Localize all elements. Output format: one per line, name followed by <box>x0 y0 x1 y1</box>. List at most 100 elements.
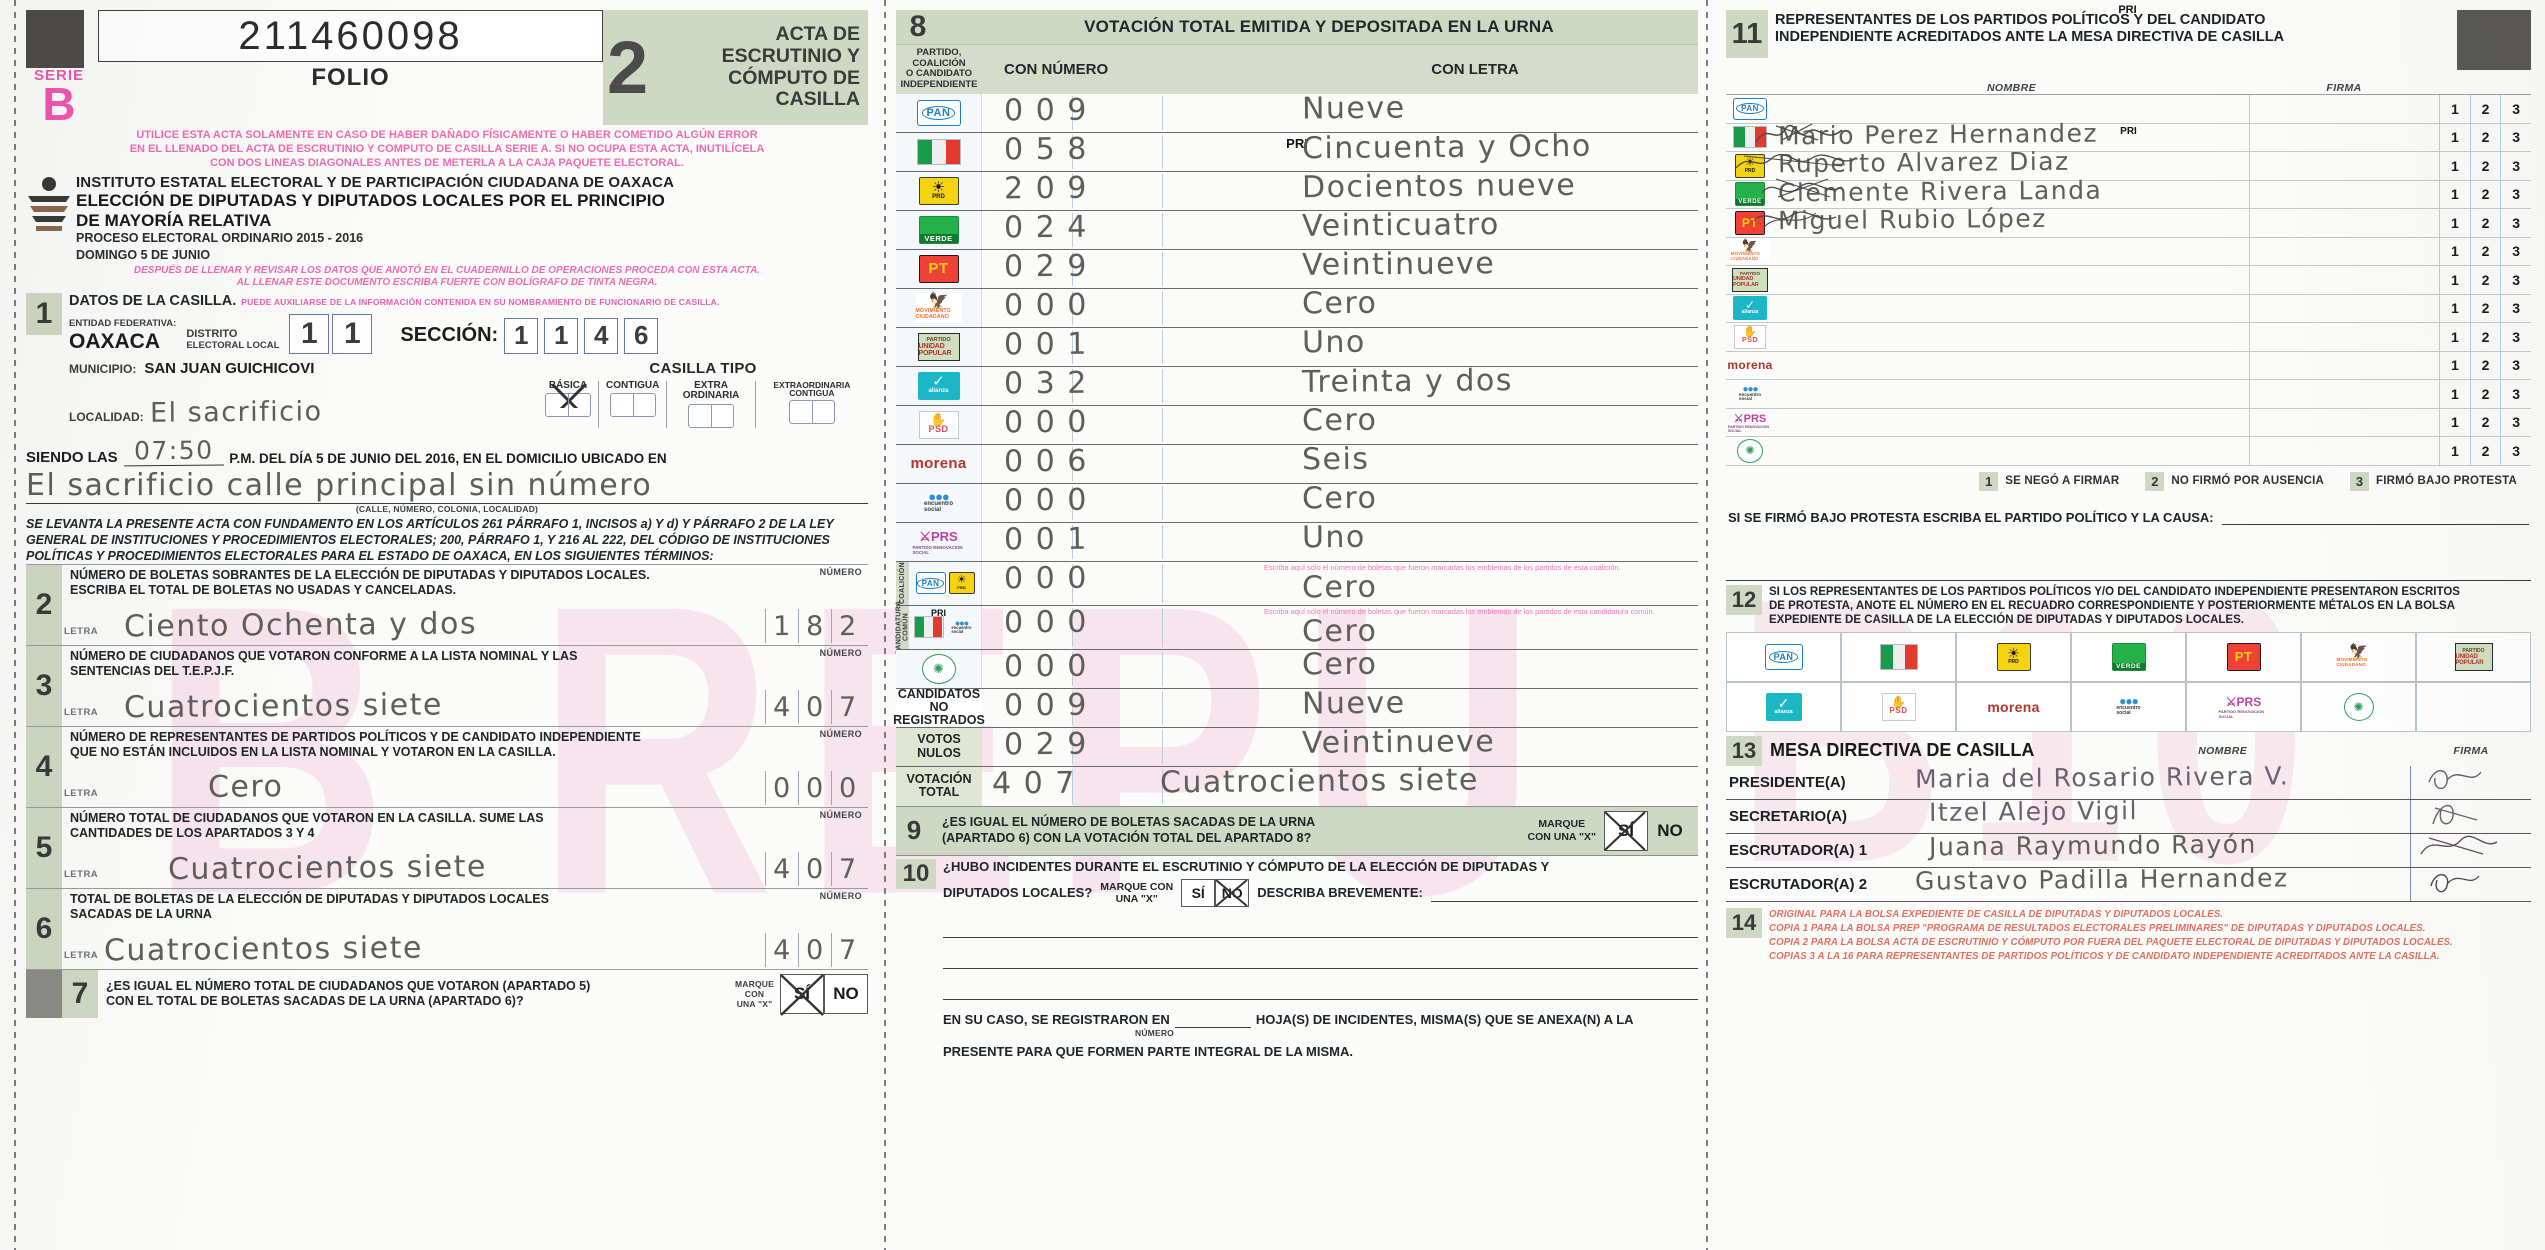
rep-firma-prd[interactable] <box>1735 152 2439 180</box>
protest-box-prd[interactable]: ☀ PRD <box>1956 631 2071 682</box>
mark-2[interactable]: 2 <box>2469 123 2501 151</box>
mark-3[interactable]: 3 <box>2500 408 2531 436</box>
vote-letra-pri[interactable]: Cincuenta y Ocho <box>1301 128 1592 166</box>
section-7-no-option[interactable]: NO <box>824 974 868 1015</box>
vote-numero-prd[interactable]: 2 0 9 <box>1003 170 1088 206</box>
vote-letra-nulos[interactable]: Veintinueve <box>1301 723 1496 761</box>
mark-1[interactable]: 1 <box>2439 266 2470 294</box>
vote-numero-psd[interactable]: 0 0 0 <box>1003 404 1088 440</box>
vote-letra-coalition-pan-prd[interactable]: Cero <box>1301 569 1378 605</box>
mark-1[interactable]: 1 <box>2439 437 2470 465</box>
vote-letra-prd[interactable]: Docientos nueve <box>1301 167 1577 205</box>
mark-2[interactable]: 2 <box>2469 209 2501 237</box>
section-7-si-option[interactable]: SÍ <box>780 974 824 1017</box>
rep-firma-na[interactable] <box>2249 294 2439 322</box>
rep-marks-psd[interactable]: 1 2 3 <box>2439 323 2531 351</box>
mark-3[interactable]: 3 <box>2500 266 2531 294</box>
rep-marks-mc[interactable]: 1 2 3 <box>2439 237 2531 265</box>
mark-2[interactable]: 2 <box>2469 294 2501 322</box>
mark-2[interactable]: 2 <box>2469 237 2501 265</box>
protest-box-morena[interactable]: morena <box>1956 681 2071 732</box>
protest-box-pri[interactable]: PRI <box>1841 4 2137 682</box>
section-10-answer[interactable]: SÍ NO <box>1181 879 1250 908</box>
distrito-digits[interactable]: 1 1 <box>289 313 373 354</box>
seccion-digit-2[interactable]: 4 <box>584 317 619 354</box>
mesa-firma-secretario[interactable] <box>2411 800 2531 833</box>
vote-numero-coalition-pan-prd[interactable]: 0 0 0 <box>1003 560 1088 596</box>
table-row[interactable]: VERDE Clemente Rivera Landa 1 2 3 <box>1726 175 2531 209</box>
casilla-tipo-contigua[interactable]: CONTIGUA <box>599 380 668 428</box>
vote-numero-mc[interactable]: 0 0 0 <box>1003 287 1088 323</box>
incident-line-3[interactable] <box>943 969 1698 1001</box>
vote-letra-mc[interactable]: Cero <box>1301 285 1378 321</box>
rep-marks-verde[interactable]: 1 2 3 <box>2439 180 2531 208</box>
mark-2[interactable]: 2 <box>2469 437 2501 465</box>
protest-field[interactable] <box>2221 507 2529 525</box>
protest-box-encuentro-social[interactable]: ●●● encuentro social <box>2071 681 2186 732</box>
rep-firma-pup[interactable] <box>2249 266 2439 294</box>
vote-letra-psd[interactable]: Cero <box>1301 402 1378 438</box>
mark-2[interactable]: 2 <box>2469 351 2501 379</box>
section-12-party-boxes-row1[interactable]: PAN PRI ☀ PRD VERDE PT 🦅 MOVIMIENTO CIUDAD… <box>1726 4 2531 682</box>
distrito-digit-0[interactable]: 1 <box>289 313 330 354</box>
mark-2[interactable]: 2 <box>2469 266 2501 294</box>
mesa-name-escrutador-2[interactable]: Gustavo Padilla Hernandez <box>1914 862 2289 896</box>
rep-firma-pt[interactable] <box>1753 209 2439 237</box>
vote-letra-common-pri-es[interactable]: Cero <box>1301 613 1378 649</box>
question-3-digits[interactable]: 4 0 7 <box>765 690 864 725</box>
table-row[interactable]: SECRETARIO(A) Itzel Alejo Vigil <box>1726 796 2531 834</box>
section-10-si-option[interactable]: SÍ <box>1181 879 1216 908</box>
question-4-digits[interactable]: 0 0 0 <box>765 771 864 806</box>
vote-numero-pan[interactable]: 0 0 9 <box>1003 92 1088 128</box>
mark-1[interactable]: 1 <box>2439 95 2470 123</box>
mark-1[interactable]: 1 <box>2439 294 2470 322</box>
mark-2[interactable]: 2 <box>2469 380 2501 408</box>
mark-1[interactable]: 1 <box>2439 237 2470 265</box>
rep-marks-es[interactable]: 1 2 3 <box>2439 380 2531 408</box>
rep-firma-morena[interactable] <box>2249 351 2439 379</box>
casilla-tipo-extra-contigua-box[interactable] <box>788 400 835 425</box>
seccion-digit-0[interactable]: 1 <box>504 317 539 354</box>
vote-letra-pan[interactable]: Nueve <box>1301 90 1406 126</box>
mark-1[interactable]: 1 <box>2439 209 2470 237</box>
protest-box-pt[interactable]: PT <box>2186 631 2301 682</box>
table-row[interactable]: ✺ 1 2 3 <box>1726 437 2531 466</box>
protest-box-pan[interactable]: PAN <box>1726 631 1841 682</box>
section-12-party-boxes-row2[interactable]: ✓ alianza ✋ PSD morena ●●● encuentro social … <box>1726 681 2531 732</box>
section-9-si-option[interactable]: SÍ <box>1604 810 1648 851</box>
protest-box-prs[interactable]: ⚔PRS PARTIDO RENOVACION SOCIAL <box>2186 681 2301 732</box>
rep-marks-pt[interactable]: 1 2 3 <box>2439 209 2531 237</box>
question-4-letra-value[interactable]: Cero <box>208 769 284 806</box>
rep-marks-pan[interactable]: 1 2 3 <box>2439 95 2531 123</box>
casilla-tipo-extra-contigua[interactable]: EXTRAORDINARIA CONTIGUA <box>756 380 868 428</box>
section-10-no-option[interactable]: NO <box>1215 879 1250 908</box>
mark-1[interactable]: 1 <box>2439 408 2470 436</box>
table-row[interactable]: PAN 1 2 3 <box>1726 95 2531 124</box>
mark-2[interactable]: 2 <box>2469 180 2501 208</box>
question-2-letra-value[interactable]: Ciento Ochenta y dos <box>124 606 478 645</box>
vote-letra-verde[interactable]: Veinticuatro <box>1301 206 1500 244</box>
vote-letra-total[interactable]: Cuatrocientos siete <box>1159 762 1480 800</box>
vote-numero-pri[interactable]: 0 5 8 <box>1003 131 1088 167</box>
mark-3[interactable]: 3 <box>2500 180 2531 208</box>
mark-3[interactable]: 3 <box>2500 351 2531 379</box>
rep-firma-psd[interactable] <box>2249 323 2439 351</box>
table-row[interactable]: 🦅 MOVIMIENTO CIUDADANO 1 2 3 <box>1726 237 2531 266</box>
mark-3[interactable]: 3 <box>2500 123 2531 151</box>
question-3-letra-value[interactable]: Cuatrocientos siete <box>124 687 444 726</box>
mark-3[interactable]: 3 <box>2500 437 2531 465</box>
rep-firma-pri[interactable] <box>1755 122 2439 151</box>
vote-letra-candidato-independiente[interactable]: Cero <box>1301 646 1378 682</box>
rep-marks-prs[interactable]: 1 2 3 <box>2439 408 2531 436</box>
protest-box-unidad-popular[interactable]: PARTIDO UNIDAD POPULAR <box>2416 631 2531 682</box>
question-6-digits[interactable]: 4 0 7 <box>765 933 864 968</box>
question-5-digits[interactable]: 4 0 7 <box>765 852 864 887</box>
protest-box-nueva-alianza[interactable]: ✓ alianza <box>1726 681 1841 732</box>
hora-value[interactable]: 07:50 <box>123 435 224 466</box>
rep-marks-prd[interactable]: 1 2 3 <box>2439 152 2531 180</box>
table-row[interactable]: PRESIDENTE(A) Maria del Rosario Rivera V… <box>1726 761 2531 800</box>
vote-letra-na[interactable]: Treinta y dos <box>1301 362 1514 400</box>
rep-marks-pup[interactable]: 1 2 3 <box>2439 266 2531 294</box>
protest-box-verde[interactable]: VERDE <box>2071 631 2186 682</box>
vote-numero-verde[interactable]: 0 2 4 <box>1003 209 1088 245</box>
